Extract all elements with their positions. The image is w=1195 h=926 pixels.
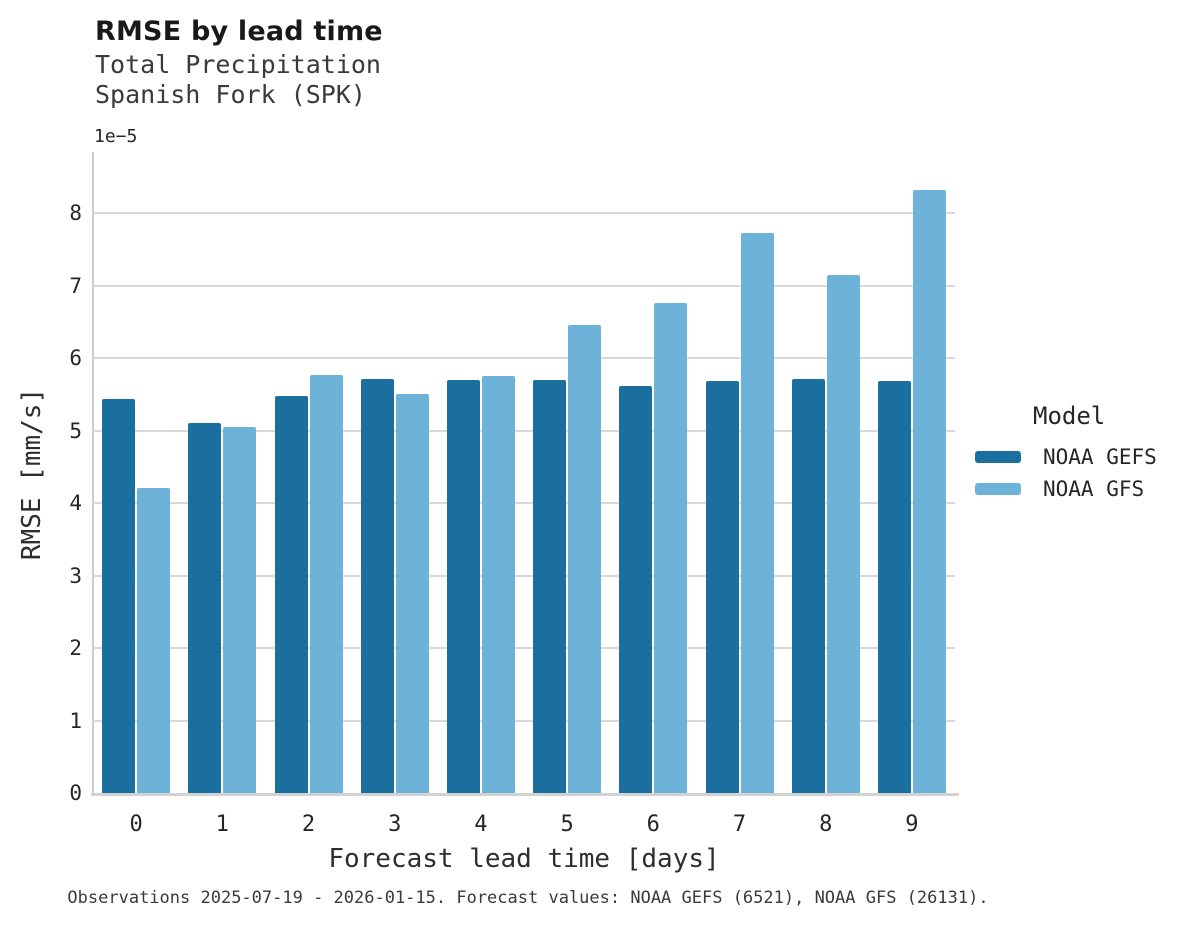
bar-noaa-gfs-lead8 xyxy=(826,274,860,793)
bar-noaa-gefs-lead7 xyxy=(705,381,739,793)
x-tick-label-1: 1 xyxy=(215,812,229,837)
chart-title: RMSE by lead time xyxy=(95,16,383,47)
y-tick-label-4: 4 xyxy=(69,491,82,515)
chart-subtitle-station: Spanish Fork (SPK) xyxy=(95,80,366,109)
x-tick-label-7: 7 xyxy=(732,812,747,837)
y-tick-label-3: 3 xyxy=(69,563,82,588)
bar-noaa-gefs-lead9 xyxy=(877,381,911,793)
bar-noaa-gefs-lead0 xyxy=(102,398,136,793)
bar-noaa-gfs-lead3 xyxy=(395,393,429,793)
x-tick-label-5: 5 xyxy=(560,812,574,837)
caption: Observations 2025-07-19 - 2026-01-15. Fo… xyxy=(67,888,989,908)
y-axis-offset-label: 1e−5 xyxy=(94,126,138,147)
bar-noaa-gefs-lead8 xyxy=(791,379,825,793)
bar-noaa-gefs-lead2 xyxy=(274,395,308,793)
gefs-swatch-icon xyxy=(975,450,1021,463)
gridline-y5 xyxy=(93,429,955,432)
x-tick-label-3: 3 xyxy=(388,812,402,837)
y-tick-label-0: 0 xyxy=(69,781,82,805)
x-tick-label-9: 9 xyxy=(905,812,919,837)
bar-noaa-gfs-lead7 xyxy=(740,233,774,793)
plot-area xyxy=(93,155,955,793)
x-tick-label-6: 6 xyxy=(646,812,660,837)
bar-noaa-gefs-lead5 xyxy=(533,379,567,793)
legend-item-gfs: NOAA GFS xyxy=(975,476,1190,501)
y-tick-label-6: 6 xyxy=(69,346,82,370)
x-tick-label-4: 4 xyxy=(474,812,488,837)
legend-label-gfs: NOAA GFS xyxy=(1043,476,1145,501)
bar-noaa-gefs-lead4 xyxy=(446,379,480,793)
bar-noaa-gfs-lead0 xyxy=(137,487,171,793)
x-tick-label-8: 8 xyxy=(819,812,833,837)
gridline-y3 xyxy=(93,574,955,577)
gridline-y4 xyxy=(93,502,955,504)
y-tick-label-8: 8 xyxy=(69,201,82,225)
x-axis-title: Forecast lead time [days] xyxy=(328,844,720,874)
bar-noaa-gfs-lead6 xyxy=(654,302,688,793)
y-axis-title: RMSE [mm/s] xyxy=(17,387,47,561)
y-tick-label-2: 2 xyxy=(69,636,82,660)
chart-subtitle-variable: Total Precipitation xyxy=(95,50,381,79)
bar-noaa-gfs-lead5 xyxy=(568,325,602,793)
bar-noaa-gfs-lead1 xyxy=(223,426,257,793)
legend: Model NOAA GEFS NOAA GFS xyxy=(975,402,1190,510)
gfs-swatch-icon xyxy=(975,482,1021,495)
y-tick-label-7: 7 xyxy=(69,273,82,298)
gridline-y8 xyxy=(93,212,955,214)
bar-noaa-gefs-lead6 xyxy=(619,385,653,793)
gridline-y2 xyxy=(93,647,955,649)
x-tick-label-2: 2 xyxy=(301,812,316,837)
legend-label-gefs: NOAA GEFS xyxy=(1043,444,1157,469)
x-axis-spine xyxy=(91,793,959,796)
y-axis-spine xyxy=(92,152,94,794)
gridline-y7 xyxy=(93,284,955,287)
bar-noaa-gefs-lead3 xyxy=(360,379,394,793)
bar-noaa-gfs-lead4 xyxy=(481,376,515,793)
y-tick-label-1: 1 xyxy=(69,708,82,733)
legend-title: Model xyxy=(1033,402,1106,430)
bar-noaa-gefs-lead1 xyxy=(188,423,222,793)
gridline-y6 xyxy=(93,357,955,359)
legend-item-gefs: NOAA GEFS xyxy=(975,444,1190,469)
y-tick-label-5: 5 xyxy=(69,418,82,443)
bar-noaa-gfs-lead2 xyxy=(309,374,343,793)
bar-noaa-gfs-lead9 xyxy=(912,189,946,793)
x-tick-label-0: 0 xyxy=(129,812,143,837)
gridline-y1 xyxy=(93,719,955,722)
